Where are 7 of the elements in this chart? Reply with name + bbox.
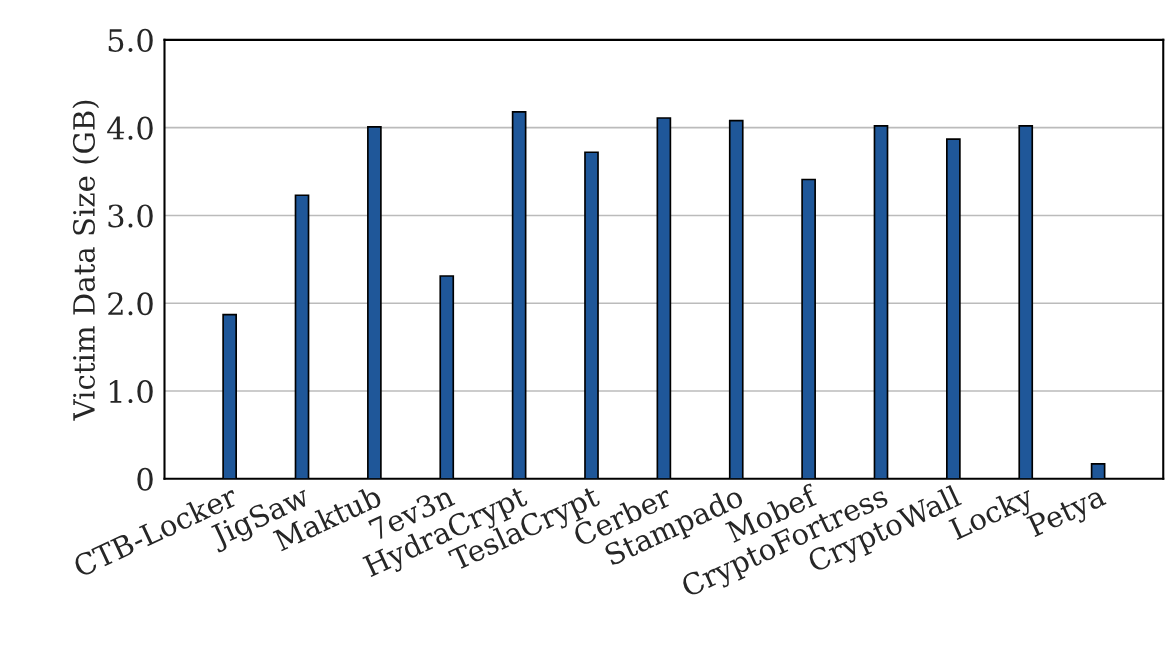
y-tick-label: 4.0 <box>107 116 153 140</box>
y-tick-label: 2.0 <box>108 292 153 316</box>
y-tick-label: 0 <box>137 467 153 491</box>
y-axis-title: Victim Data Size (GB) <box>72 100 100 421</box>
y-tick-label: 5.0 <box>108 28 153 52</box>
y-tick-label: 1.0 <box>109 379 153 404</box>
y-tick-label: 3.0 <box>108 204 153 228</box>
